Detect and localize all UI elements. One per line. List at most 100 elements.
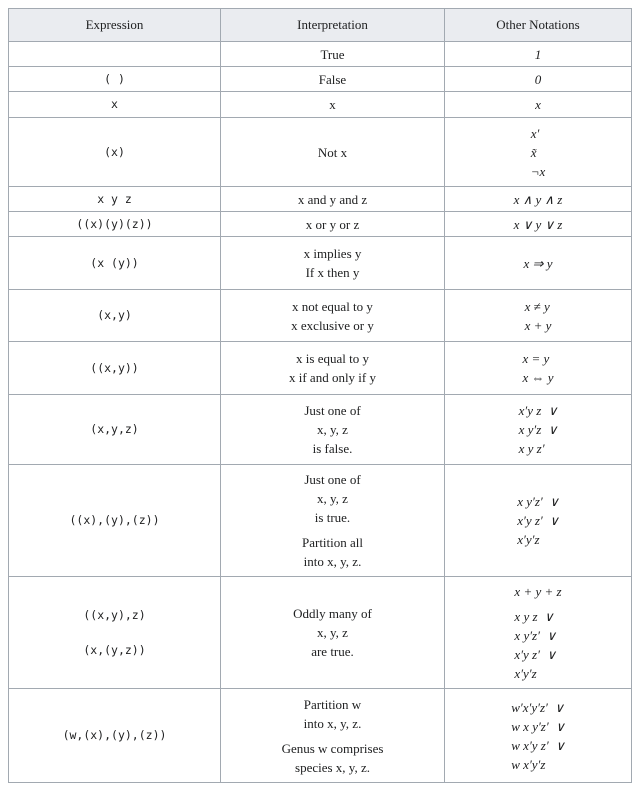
notations-cell: 1 (444, 41, 632, 67)
cell-line: x y z (97, 191, 132, 206)
cell-line: x, y, z (317, 625, 348, 640)
interpretation-cell: Oddly many of x, y, z are true. (220, 576, 445, 689)
expression-cell: ((x,y)) (8, 341, 221, 395)
cell-line: True (320, 46, 345, 62)
cell-line: (x,y,z) (90, 422, 139, 436)
cell-line: ¬x (530, 163, 546, 179)
cell-line: x = y (522, 351, 550, 366)
interpretation-cell: x not equal to y x exclusive or y (220, 289, 445, 342)
notations-cell: 0 (444, 66, 632, 92)
interpretation-cell: x (220, 91, 445, 118)
cell-line: ((x,y),z) (83, 607, 146, 622)
cell-line: (x (y)) (90, 255, 139, 270)
cell-line: ((x)(y)(z)) (76, 216, 153, 231)
cell-line: are true. (311, 644, 354, 659)
expression-cell: ((x),(y),(z)) (8, 464, 221, 577)
table-row: (x (y)) x implies y If x then y x ⇒ y (8, 236, 632, 290)
cell-line: Partition all (301, 535, 364, 550)
interpretation-cell: x and y and z (220, 186, 445, 212)
notations-cell: x y′z′ ∨ x′y z′ ∨ x′y′z (444, 464, 632, 577)
cell-line: x̃ (530, 144, 537, 160)
expression-cell: (x,y,z) (8, 394, 221, 465)
cell-line: x if and only if y (288, 370, 376, 385)
cell-line: (x) (104, 144, 125, 159)
cell-line: x′ (530, 125, 540, 141)
table-row: (w,(x),(y),(z)) Partition w into x, y, z. G… (8, 688, 632, 783)
notations-cell: x = y x ⇔ y (444, 341, 632, 395)
cell-line: Partition w (303, 696, 362, 712)
table-row: (x) Not x x′ x̃ ¬x (8, 117, 632, 187)
cell-line: x + y (524, 317, 552, 333)
cell-line: x ≠ y (524, 298, 550, 314)
table-row: ((x,y),z) (x,(y,z)) Oddly many of x, y, z ar… (8, 576, 632, 689)
cell-line: x y z ∨ (514, 609, 554, 624)
header-other-notations: Other Notations (444, 8, 632, 42)
expression-cell: (x) (8, 117, 221, 187)
expression-cell: x (8, 91, 221, 118)
interpretation-cell: x is equal to y x if and only if y (220, 341, 445, 395)
cell-line: x (535, 97, 541, 112)
cell-line: x ⇒ y (523, 255, 553, 271)
expression-cell: ((x)(y)(z)) (8, 211, 221, 237)
interpretation-cell: Partition w into x, y, z. Genus w comprise… (220, 688, 445, 783)
cell-line: into x, y, z. (303, 715, 362, 731)
cell-line: x (329, 97, 336, 112)
interpretation-cell: x or y or z (220, 211, 445, 237)
cell-line: Just one of (304, 472, 361, 487)
notations-cell: x ⇒ y (444, 236, 632, 290)
notations-cell: x ≠ y x + y (444, 289, 632, 342)
cell-line: species x, y, z. (295, 759, 370, 775)
table-row: ((x)(y)(z)) x or y or z x ∨ y ∨ z (8, 211, 632, 237)
cell-line: 1 (534, 46, 542, 62)
cell-line: x y′z′ ∨ (517, 494, 559, 509)
cell-line: If x then y (305, 265, 360, 280)
cell-line: w x′y z′ ∨ (511, 737, 565, 753)
interpretation-cell: True (220, 41, 445, 67)
cell-line: x exclusive or y (291, 317, 374, 333)
expression-cell: x y z (8, 186, 221, 212)
cell-line: Just one of (304, 403, 361, 418)
cell-line: x + y + z (514, 584, 562, 599)
cell-line: is true. (314, 510, 351, 525)
cell-line: into x, y, z. (303, 554, 362, 569)
table-row: (x,y,z) Just one of x, y, z is false. x′y z … (8, 394, 632, 465)
notations-cell: x′ x̃ ¬x (444, 117, 632, 187)
cell-line: Genus w comprises (281, 740, 384, 756)
expression-cell: (w,(x),(y),(z)) (8, 688, 221, 783)
cell-line: 0 (534, 71, 542, 87)
notations-cell: x ∧ y ∧ z (444, 186, 632, 212)
header-row: Expression Interpretation Other Notation… (8, 8, 632, 42)
interpretation-cell: Just one of x, y, z is true. Partition all i… (220, 464, 445, 577)
table-row: (x,y) x not equal to y x exclusive or y x ≠… (8, 289, 632, 342)
header-expression: Expression (8, 8, 221, 42)
cell-line: x y z′ (518, 441, 545, 456)
cell-line: w′x′y′z′ ∨ (511, 699, 564, 715)
cell-line: x (111, 97, 118, 111)
cell-line: x′y z′ ∨ (514, 647, 556, 662)
cell-line: Oddly many of (293, 606, 372, 621)
interpretation-cell: Just one of x, y, z is false. (220, 394, 445, 465)
notations-cell: x ∨ y ∨ z (444, 211, 632, 237)
cell-line: x and y and z (297, 191, 368, 207)
notations-cell: x′y z ∨ x y′z ∨ x y z′ (444, 394, 632, 465)
expression-cell: (x (y)) (8, 236, 221, 290)
logical-notation-table: Expression Interpretation Other Notation… (8, 8, 632, 783)
expression-cell (8, 41, 221, 67)
interpretation-cell: False (220, 66, 445, 92)
expression-cell: (x,y) (8, 289, 221, 342)
cell-line: Not x (317, 144, 348, 160)
table-row: ( ) False 0 (8, 66, 632, 92)
expression-cell: ( ) (8, 66, 221, 92)
interpretation-cell: x implies y If x then y (220, 236, 445, 290)
table-row: True 1 (8, 41, 632, 67)
cell-line: w x′y′z (511, 756, 546, 772)
interpretation-cell: Not x (220, 117, 445, 187)
cell-line: x ⇔ y (522, 370, 554, 385)
cell-line: ((x),(y),(z)) (69, 513, 160, 527)
cell-line: x′y′z (514, 666, 537, 681)
header-interpretation: Interpretation (220, 8, 445, 42)
cell-line: x′y z ∨ (518, 403, 558, 418)
cell-line: x y′z′ ∨ (514, 628, 556, 643)
cell-line: x′y z′ ∨ (517, 513, 559, 528)
